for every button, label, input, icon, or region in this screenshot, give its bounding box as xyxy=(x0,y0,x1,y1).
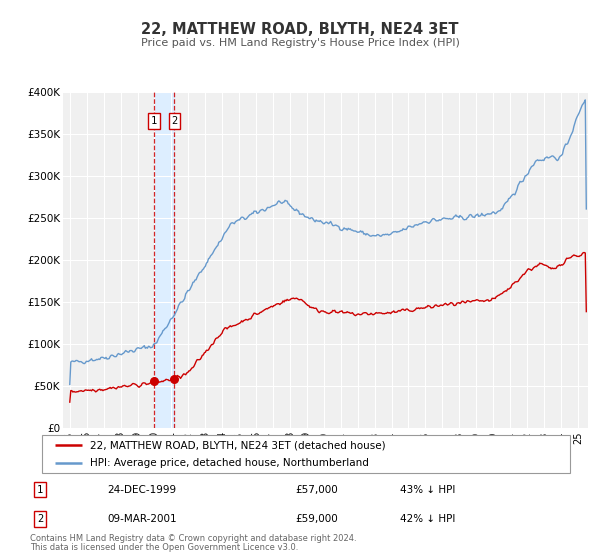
Text: 24-DEC-1999: 24-DEC-1999 xyxy=(107,484,176,494)
Text: 2: 2 xyxy=(37,514,43,524)
Text: 22, MATTHEW ROAD, BLYTH, NE24 3ET (detached house): 22, MATTHEW ROAD, BLYTH, NE24 3ET (detac… xyxy=(89,440,385,450)
Text: Price paid vs. HM Land Registry's House Price Index (HPI): Price paid vs. HM Land Registry's House … xyxy=(140,38,460,48)
Text: £57,000: £57,000 xyxy=(295,484,338,494)
FancyBboxPatch shape xyxy=(42,435,570,473)
Text: 43% ↓ HPI: 43% ↓ HPI xyxy=(400,484,455,494)
Bar xyxy=(154,92,175,428)
Text: 42% ↓ HPI: 42% ↓ HPI xyxy=(400,514,455,524)
Text: 1: 1 xyxy=(37,484,43,494)
Point xyxy=(149,376,159,385)
Point xyxy=(170,374,179,383)
Text: Contains HM Land Registry data © Crown copyright and database right 2024.: Contains HM Land Registry data © Crown c… xyxy=(30,534,356,543)
Text: 1: 1 xyxy=(151,116,157,126)
Text: 22, MATTHEW ROAD, BLYTH, NE24 3ET: 22, MATTHEW ROAD, BLYTH, NE24 3ET xyxy=(141,22,459,38)
Text: 2: 2 xyxy=(172,116,178,126)
Text: This data is licensed under the Open Government Licence v3.0.: This data is licensed under the Open Gov… xyxy=(30,543,298,552)
Text: HPI: Average price, detached house, Northumberland: HPI: Average price, detached house, Nort… xyxy=(89,458,368,468)
Text: £59,000: £59,000 xyxy=(295,514,338,524)
Text: 09-MAR-2001: 09-MAR-2001 xyxy=(107,514,177,524)
